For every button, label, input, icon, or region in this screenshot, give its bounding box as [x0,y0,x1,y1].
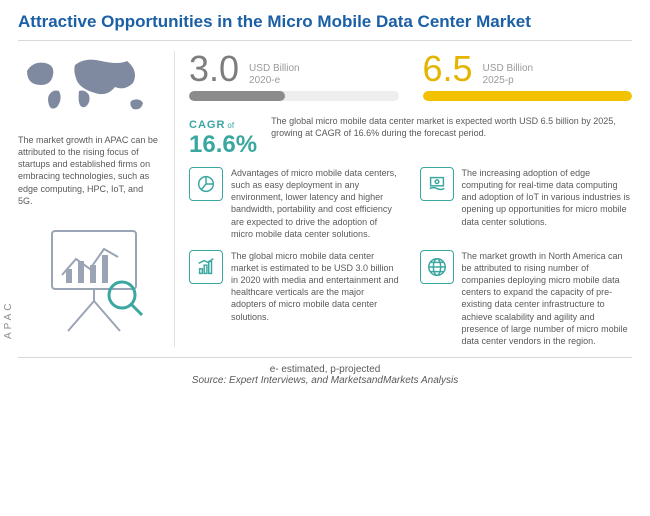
globe-icon [420,250,454,284]
cagr-row: CAGRof 16.6% The global micro mobile dat… [189,115,632,157]
bars-row: 3.0 USD Billion 2020-e 6.5 USD Billion 2… [189,51,632,101]
divider-bottom [18,357,632,358]
apac-paragraph: The market growth in APAC can be attribu… [18,134,160,207]
cagr-pct: 16.6% [189,133,257,157]
unit-2025: USD Billion 2025-p [483,63,534,87]
money-hand-icon [420,167,454,201]
page-title: Attractive Opportunities in the Micro Mo… [18,12,632,32]
text-global-estimate: The global micro mobile data center mark… [231,250,402,347]
world-map-icon [18,51,160,121]
right-column: 3.0 USD Billion 2020-e 6.5 USD Billion 2… [189,51,632,347]
bar-fill-2025 [423,91,633,101]
bar-growth-icon [189,250,223,284]
footer-source: Source: Expert Interviews, and Marketsan… [18,375,632,386]
bar-2025: 6.5 USD Billion 2025-p [423,51,633,101]
vertical-divider [174,51,175,347]
apac-label: APAC [3,300,14,339]
divider-top [18,40,632,41]
text-advantages: Advantages of micro mobile data centers,… [231,167,402,240]
bar-fill-2020 [189,91,285,101]
value-2025: 6.5 [423,51,473,87]
cagr-box: CAGRof 16.6% [189,115,257,157]
footer-legend: e- estimated, p-projected [18,364,632,375]
cell-edge-iot: The increasing adoption of edge computin… [420,167,633,240]
bar-track-2020 [189,91,399,101]
apac-graphic: APAC [18,215,160,345]
bar-track-2025 [423,91,633,101]
value-2020: 3.0 [189,51,239,87]
cell-north-america: The market growth in North America can b… [420,250,633,347]
cagr-desc: The global micro mobile data center mark… [271,115,632,157]
text-edge-iot: The increasing adoption of edge computin… [462,167,633,240]
bar-2020: 3.0 USD Billion 2020-e [189,51,399,101]
cell-global-estimate: The global micro mobile data center mark… [189,250,402,347]
unit-2020: USD Billion 2020-e [249,63,300,87]
pie-chart-icon [189,167,223,201]
world-map-box [18,51,160,126]
footer: e- estimated, p-projected Source: Expert… [18,364,632,386]
cell-advantages: Advantages of micro mobile data centers,… [189,167,402,240]
features-grid: Advantages of micro mobile data centers,… [189,167,632,347]
left-column: The market growth in APAC can be attribu… [18,51,160,347]
easel-chart-icon [44,225,144,335]
text-north-america: The market growth in North America can b… [462,250,633,347]
main-layout: The market growth in APAC can be attribu… [18,51,632,347]
